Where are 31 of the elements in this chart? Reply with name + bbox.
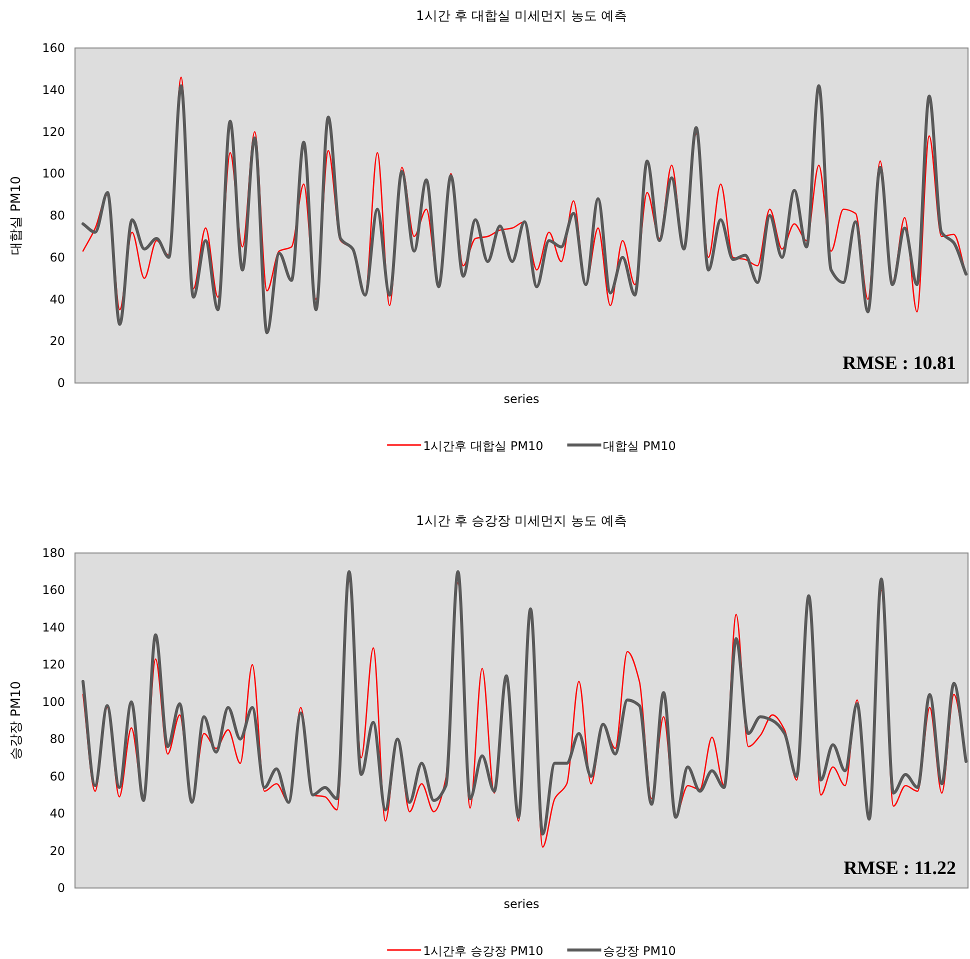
y-tick-label: 120 — [42, 658, 65, 672]
y-tick-label: 20 — [50, 844, 65, 858]
x-axis-title: series — [504, 392, 540, 406]
legend-label: 1시간후 승강장 PM10 — [423, 944, 544, 958]
y-tick-label: 0 — [57, 376, 65, 390]
y-tick-label: 60 — [50, 769, 65, 784]
y-tick-label: 120 — [42, 124, 65, 139]
y-tick-label: 100 — [42, 694, 65, 709]
y-tick-label: 20 — [50, 334, 65, 348]
y-tick-label: 40 — [50, 806, 65, 821]
y-tick-label: 80 — [50, 208, 65, 222]
legend-label: 대합실 PM10 — [603, 439, 676, 453]
y-tick-label: 160 — [42, 41, 65, 55]
chart-title: 1시간 후 승강장 미세먼지 농도 예측 — [416, 514, 627, 529]
chart-title: 1시간 후 대합실 미세먼지 농도 예측 — [416, 9, 627, 24]
y-tick-label: 160 — [42, 583, 65, 598]
y-axis-title: 승강장 PM10 — [9, 681, 24, 760]
legend-label: 승강장 PM10 — [603, 944, 676, 958]
y-tick-label: 180 — [42, 546, 65, 560]
y-tick-label: 100 — [42, 166, 65, 181]
y-tick-label: 40 — [50, 292, 65, 306]
annotation: RMSE : 10.81 — [842, 353, 956, 374]
y-axis-title: 대합실 PM10 — [9, 176, 24, 255]
x-axis-title: series — [504, 897, 540, 911]
y-tick-label: 60 — [50, 250, 65, 264]
y-tick-label: 140 — [42, 620, 65, 634]
y-tick-label: 0 — [57, 881, 65, 895]
legend-label: 1시간후 대합실 PM10 — [423, 439, 544, 453]
y-tick-label: 140 — [42, 82, 65, 97]
y-tick-label: 80 — [50, 732, 65, 746]
annotation: RMSE : 11.22 — [844, 858, 956, 879]
